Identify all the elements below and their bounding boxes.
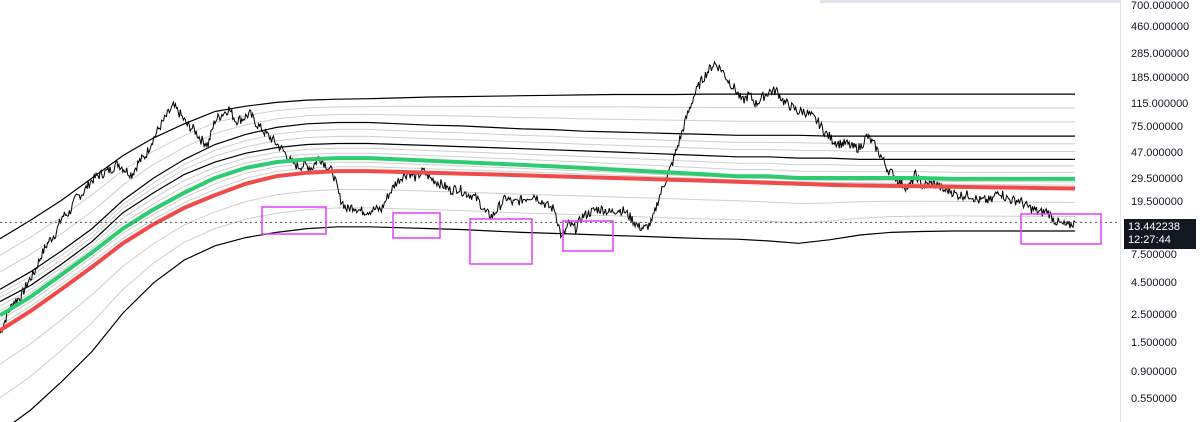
price-tick-label: 185.000000: [1131, 71, 1190, 84]
price-tick-label: 2.500000: [1131, 309, 1177, 322]
highlight-box: [261, 206, 327, 235]
panel-edge: [820, 0, 1120, 3]
price-chart: [0, 60, 1120, 422]
price-tick-label: 29.500000: [1131, 172, 1183, 185]
band-line: [0, 121, 1075, 290]
price-line: [0, 60, 1076, 334]
price-tick-label: 700.000000: [1131, 0, 1190, 12]
band-guide-line: [0, 152, 1075, 312]
band-guide-line: [0, 135, 1075, 298]
price-tick-label: 115.000000: [1131, 97, 1189, 110]
highlight-box: [469, 218, 533, 265]
band-guide-line: [0, 113, 1075, 273]
band-guide-line: [0, 166, 1076, 326]
price-axis[interactable]: 700.000000 460.000000 285.000000 185.000000…: [1120, 0, 1200, 422]
band-guide-line: [0, 105, 1075, 256]
price-tick-label: 47.000000: [1131, 147, 1183, 160]
price-tick-label: 285.000000: [1131, 47, 1190, 60]
band-guide-line: [0, 147, 1075, 307]
band-guide-line: [0, 128, 1075, 294]
band-line: [0, 142, 1075, 303]
band-guide-line: [0, 207, 1076, 399]
band-upper-line: [0, 93, 1075, 240]
price-tick-label: 460.000000: [1131, 21, 1190, 34]
chart-area[interactable]: [0, 0, 1120, 422]
price-tick-label: 0.900000: [1131, 365, 1177, 378]
band-red-line: [0, 169, 1076, 333]
highlight-box: [562, 220, 614, 252]
price-tick-label: 0.550000: [1131, 392, 1177, 405]
price-tick-label: 19.500000: [1131, 195, 1183, 208]
last-price-value: 13.442238: [1128, 221, 1180, 233]
band-guide-line: [0, 189, 1076, 365]
highlight-box: [1020, 213, 1102, 245]
countdown-timer: 12:27:44: [1128, 234, 1171, 246]
last-price-tag: 13.442238 12:27:44: [1124, 219, 1196, 249]
price-tick-label: 4.500000: [1131, 276, 1177, 289]
band-green-line: [0, 156, 1075, 318]
band-lower-line: [13, 226, 1075, 422]
price-tick-label: 7.500000: [1131, 248, 1177, 261]
price-tick-label: 1.500000: [1131, 337, 1177, 350]
price-tick-label: 75.000000: [1131, 121, 1183, 134]
highlight-box: [392, 212, 441, 239]
